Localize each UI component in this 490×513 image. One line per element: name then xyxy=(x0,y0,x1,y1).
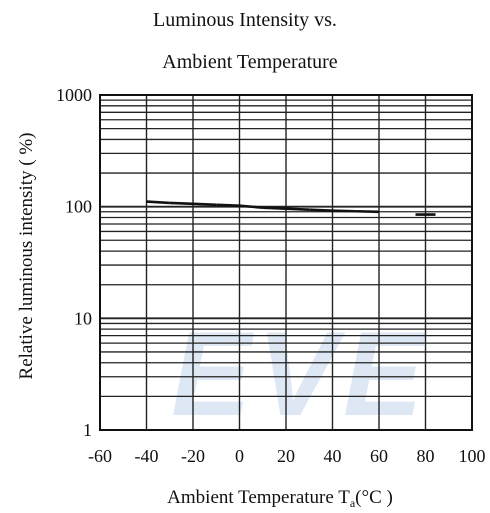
y-tick-label: 1000 xyxy=(56,85,92,105)
x-axis-label-main: Ambient Temperature T xyxy=(167,487,350,508)
x-tick-label: 20 xyxy=(277,446,295,466)
plot-border xyxy=(99,94,473,431)
x-axis-label: Ambient Temperature Ta(°C ) xyxy=(167,487,393,510)
data-line-segment xyxy=(192,202,217,207)
data-line-segment xyxy=(332,209,356,213)
x-tick-label: -40 xyxy=(135,446,159,466)
data-line-segment xyxy=(285,207,310,211)
plot-frame xyxy=(99,94,473,431)
x-tick-label: 40 xyxy=(324,446,342,466)
watermark-logo: EVE xyxy=(171,307,429,441)
data-line-segment xyxy=(309,208,333,213)
y-tick-label: 10 xyxy=(74,308,92,328)
x-axis-label-unit: (°C ) xyxy=(355,487,393,508)
data-series xyxy=(146,200,436,216)
x-tick-label: 0 xyxy=(235,446,244,466)
data-line-segment xyxy=(262,206,287,210)
x-tick-label: -20 xyxy=(181,446,205,466)
data-line-segment xyxy=(169,201,194,206)
y-tick-label: 100 xyxy=(65,197,92,217)
x-tick-label: 60 xyxy=(370,446,388,466)
x-tick-labels: -60 -40 -20 0 20 40 60 80 100 xyxy=(88,446,486,466)
x-tick-label: 100 xyxy=(459,446,486,466)
y-tick-label: 1 xyxy=(83,420,92,440)
data-line-segment xyxy=(355,209,380,214)
y-axis-label: Relative luminous intensity ( %) xyxy=(16,133,37,380)
gridlines xyxy=(100,95,472,430)
chart-title-line-2: Ambient Temperature xyxy=(162,51,338,73)
watermark-text: EVE xyxy=(171,307,429,441)
x-tick-label: -60 xyxy=(88,446,112,466)
y-tick-labels: 1 10 100 1000 xyxy=(56,85,92,440)
data-line-segment xyxy=(239,204,263,209)
data-line-segment xyxy=(216,203,240,208)
data-line-segment xyxy=(146,200,170,205)
chart-title-line-1: Luminous Intensity vs. xyxy=(153,9,337,31)
x-tick-label: 80 xyxy=(417,446,435,466)
x-axis-label-subscript: a xyxy=(350,496,356,510)
